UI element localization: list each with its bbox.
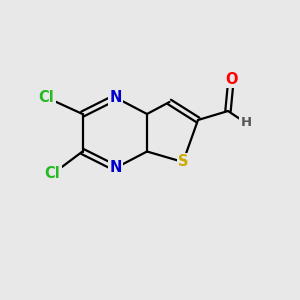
Text: O: O <box>225 72 237 87</box>
Text: N: N <box>109 90 122 105</box>
Text: Cl: Cl <box>45 167 60 182</box>
Text: H: H <box>240 116 252 130</box>
Text: Cl: Cl <box>39 90 54 105</box>
Text: N: N <box>109 160 122 175</box>
Text: S: S <box>178 154 188 169</box>
